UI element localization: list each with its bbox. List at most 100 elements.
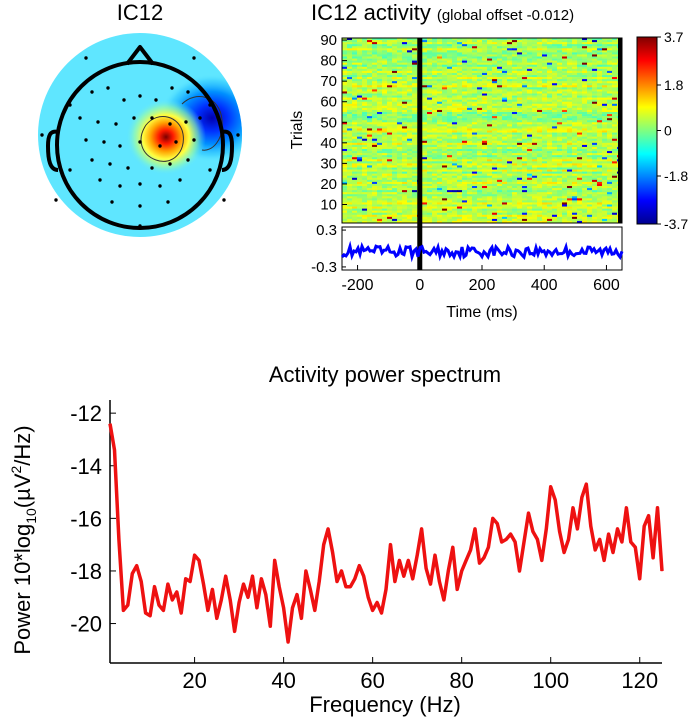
heatmap-cell — [532, 101, 538, 105]
heatmap-cell — [477, 60, 483, 63]
heatmap-cell — [612, 79, 618, 82]
heatmap-cell — [442, 87, 448, 90]
heatmap-cell — [477, 56, 483, 59]
heatmap-cell — [582, 136, 588, 140]
heatmap-cell — [597, 183, 603, 187]
heatmap-cell — [572, 120, 578, 123]
heatmap-cell — [602, 157, 608, 160]
heatmap-cell — [347, 48, 353, 51]
heatmap-cell — [452, 173, 458, 177]
heatmap-cell — [512, 38, 518, 41]
heatmap-cell — [577, 183, 583, 187]
heatmap-cell — [472, 68, 478, 72]
heatmap-cell — [512, 212, 518, 216]
heatmap-cell — [457, 198, 463, 201]
heatmap-cell — [552, 210, 558, 214]
heatmap-cell — [382, 60, 388, 63]
heatmap-cell — [347, 101, 353, 105]
heatmap-cell — [587, 66, 593, 70]
heatmap-cell — [497, 81, 503, 84]
heatmap-cell — [367, 151, 373, 154]
heatmap-cell — [532, 179, 538, 183]
heatmap-cell — [552, 142, 558, 146]
heatmap-cell — [352, 77, 358, 80]
heatmap-cell — [557, 75, 563, 78]
heatmap-cell — [532, 169, 538, 172]
heatmap-cell — [412, 155, 418, 158]
heatmap-cell — [402, 196, 408, 199]
heatmap-cell — [377, 159, 383, 162]
heatmap-cell — [532, 40, 538, 43]
heatmap-cell — [512, 99, 518, 103]
heatmap-cell — [362, 190, 368, 193]
heatmap-cell — [342, 97, 348, 100]
heatmap-cell — [592, 112, 598, 115]
heatmap-cell — [432, 132, 438, 135]
heatmap-cell — [612, 77, 618, 80]
heatmap-cell — [612, 128, 618, 131]
heatmap-cell — [542, 186, 548, 189]
heatmap-cell — [362, 210, 368, 214]
heatmap-cell — [357, 149, 363, 152]
heatmap-cell — [342, 144, 348, 148]
heatmap-cell — [452, 62, 458, 66]
heatmap-cell — [542, 190, 548, 193]
heatmap-cell — [492, 46, 498, 49]
heatmap-cell — [472, 46, 478, 49]
heatmap-cell — [407, 177, 413, 181]
heatmap-cell — [422, 181, 428, 185]
heatmap-cell — [402, 112, 408, 115]
heatmap-cell — [402, 91, 408, 94]
heatmap-cell — [557, 91, 563, 94]
heatmap-cell — [357, 48, 363, 51]
heatmap-cell — [437, 40, 443, 43]
heatmap-cell — [347, 144, 353, 148]
heatmap-cell — [497, 140, 503, 144]
heatmap-cell — [497, 87, 503, 90]
heatmap-cell — [347, 114, 353, 117]
heatmap-cell — [467, 186, 473, 189]
heatmap-cell — [362, 105, 368, 109]
heatmap-cell — [507, 155, 513, 158]
heatmap-cell — [457, 206, 463, 209]
heatmap-cell — [572, 173, 578, 177]
heatmap-cell — [612, 42, 618, 45]
heatmap-cell — [497, 52, 503, 55]
heatmap-cell — [427, 91, 433, 94]
heatmap-cell — [577, 120, 583, 123]
heatmap-cell — [442, 52, 448, 55]
heatmap-cell — [477, 208, 483, 211]
heatmap-cell — [442, 46, 448, 49]
heatmap-cell — [517, 48, 523, 51]
heatmap-cell — [482, 140, 488, 144]
heatmap-cell — [517, 62, 523, 66]
heatmap-cell — [512, 118, 518, 121]
heatmap-cell — [472, 109, 478, 113]
heatmap-cell — [562, 105, 568, 109]
heatmap-cell — [367, 56, 373, 59]
heatmap-cell — [347, 107, 353, 111]
heatmap-cell — [542, 77, 548, 80]
heatmap-cell — [372, 179, 378, 183]
heatmap-cell — [367, 64, 373, 68]
heatmap-cell — [562, 161, 568, 164]
heatmap-cell — [542, 151, 548, 154]
heatmap-cell — [612, 44, 618, 47]
heatmap-cell — [527, 64, 533, 68]
heatmap-cell — [462, 83, 468, 86]
heatmap-cell — [567, 161, 573, 164]
heatmap-cell — [517, 130, 523, 133]
heatmap-cell — [387, 173, 393, 177]
heatmap-cell — [352, 114, 358, 117]
heatmap-cell — [402, 200, 408, 203]
heatmap-cell — [387, 138, 393, 142]
heatmap-cell — [572, 204, 578, 207]
heatmap-cell — [502, 52, 508, 55]
heatmap-cell — [347, 198, 353, 201]
heatmap-cell — [602, 50, 608, 53]
heatmap-cell — [517, 77, 523, 80]
heatmap-cell — [342, 70, 348, 74]
heatmap-cell — [357, 204, 363, 207]
heatmap-cell — [547, 75, 553, 78]
heatmap-cell — [397, 212, 403, 216]
